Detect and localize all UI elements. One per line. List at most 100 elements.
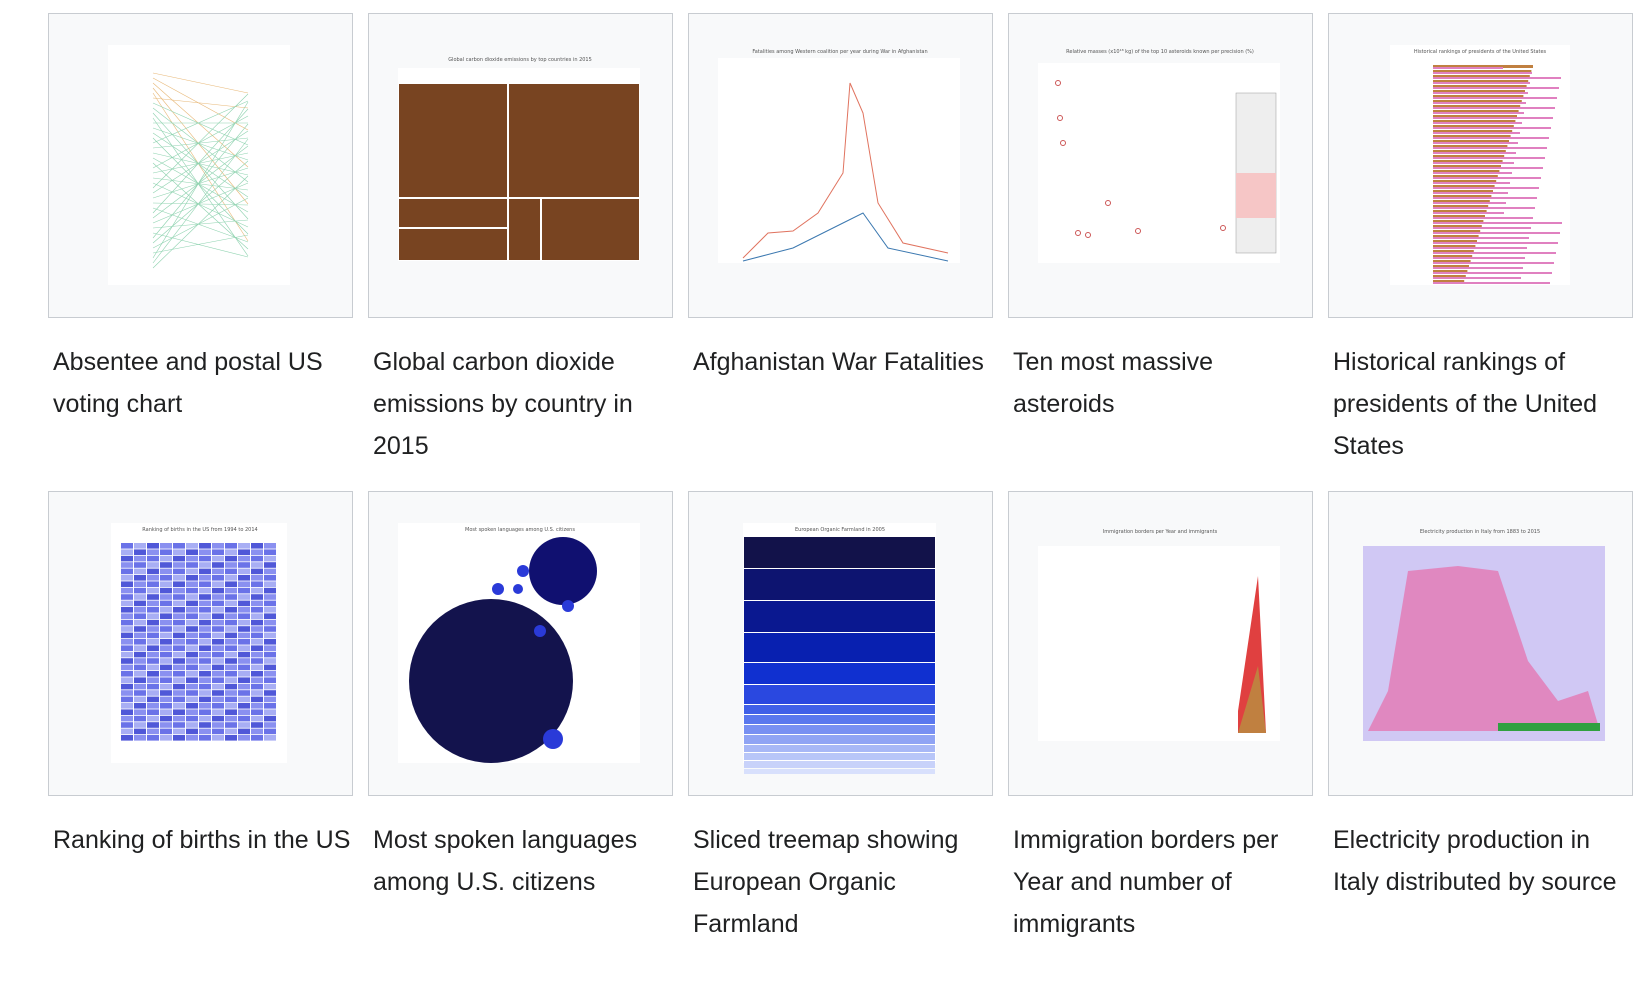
thumb-shape xyxy=(152,101,249,259)
thumb-shape xyxy=(134,735,146,741)
thumb-shape xyxy=(1433,105,1521,108)
thumb-shape xyxy=(173,549,185,555)
thumb-shape xyxy=(1433,255,1473,258)
thumb-shape xyxy=(225,587,237,594)
thumb-shape xyxy=(251,671,263,677)
thumb-shape xyxy=(264,735,276,741)
caption[interactable]: Global carbon dioxide emissions by count… xyxy=(373,348,633,460)
thumb-shape xyxy=(225,600,237,607)
thumb-shape xyxy=(1433,145,1508,148)
thumb-shape xyxy=(225,594,237,600)
thumb-shape xyxy=(121,728,133,735)
caption[interactable]: Historical rankings of presidents of the… xyxy=(1333,348,1598,460)
thumb-shape xyxy=(1433,135,1511,138)
thumb-shape xyxy=(225,549,237,555)
thumb-shape xyxy=(238,587,250,594)
thumb-shape xyxy=(534,625,546,637)
gallery-card[interactable]: Ranking of births in the US from 1994 to… xyxy=(48,491,353,796)
thumb-shape xyxy=(1433,155,1505,158)
caption[interactable]: Ranking of births in the US xyxy=(53,826,351,854)
thumb-shape xyxy=(1433,127,1551,129)
thumb-shape xyxy=(264,639,276,645)
thumb-shape xyxy=(1433,177,1541,179)
thumb-shape xyxy=(1433,245,1476,248)
thumb-shape xyxy=(199,677,211,683)
thumb-shape xyxy=(134,632,146,639)
thumb-shape xyxy=(134,696,146,703)
thumb-shape xyxy=(186,658,198,664)
gallery-card[interactable]: Historical rankings of presidents of the… xyxy=(1328,13,1633,318)
thumb-shape xyxy=(251,600,263,607)
thumb-shape xyxy=(238,735,250,741)
caption[interactable]: Ten most massive asteroids xyxy=(1013,348,1214,418)
thumb-shape xyxy=(251,607,263,613)
thumb-shape xyxy=(225,651,237,658)
thumb-shape xyxy=(147,639,159,645)
thumb-shape xyxy=(742,212,949,262)
thumb-shape xyxy=(264,722,276,728)
thumb-shape xyxy=(264,568,276,575)
thumb-shape xyxy=(238,626,250,632)
thumb-shape xyxy=(121,607,133,613)
thumb-shape xyxy=(147,651,159,658)
gallery-card[interactable] xyxy=(48,13,353,318)
thumb-shape xyxy=(251,594,263,600)
thumb-shape xyxy=(744,633,935,662)
thumb-shape xyxy=(147,645,159,651)
thumb-shape xyxy=(1433,280,1465,283)
thumb-shape xyxy=(718,58,960,263)
gallery-card[interactable]: Relative masses (x10¹⁸ kg) of the top 10… xyxy=(1008,13,1313,318)
thumb-shape xyxy=(121,645,133,651)
thumb-shape xyxy=(225,715,237,722)
thumb-shape xyxy=(238,632,250,639)
thumb-shape xyxy=(160,696,172,703)
thumb-shape xyxy=(173,696,185,703)
thumb-shape xyxy=(121,703,133,709)
thumb-shape xyxy=(225,639,237,645)
caption[interactable]: Absentee and postal US voting chart xyxy=(53,348,323,418)
thumb-shape xyxy=(160,709,172,715)
gallery-card[interactable]: Global carbon dioxide emissions by top c… xyxy=(368,13,673,318)
caption[interactable]: Sliced treemap showing European Organic … xyxy=(693,826,959,938)
thumb-shape xyxy=(199,671,211,677)
thumb-shape xyxy=(1433,230,1481,233)
thumb-shape xyxy=(186,728,198,735)
thumb-shape xyxy=(152,72,249,94)
gallery-card[interactable]: Electricity production in Italy from 188… xyxy=(1328,491,1633,796)
thumb-shape xyxy=(212,562,224,568)
caption[interactable]: Most spoken languages among U.S. citizen… xyxy=(373,826,638,896)
thumb-shape xyxy=(251,639,263,645)
thumb-title: Immigration borders per Year and immigra… xyxy=(1103,529,1218,535)
thumb-shape xyxy=(186,709,198,715)
thumb-shape xyxy=(199,555,211,562)
thumb-shape xyxy=(173,626,185,632)
thumb-shape xyxy=(1433,115,1517,118)
caption[interactable]: Immigration borders per Year and number … xyxy=(1013,826,1279,938)
caption[interactable]: Electricity production in Italy distribu… xyxy=(1333,826,1617,896)
thumb-shape xyxy=(1433,265,1469,268)
thumb-shape xyxy=(152,138,249,264)
thumb-shape xyxy=(212,722,224,728)
gallery-card[interactable]: Most spoken languages among U.S. citizen… xyxy=(368,491,673,796)
thumb-shape xyxy=(1433,112,1524,114)
thumb-shape xyxy=(152,157,249,213)
gallery-card[interactable]: Fatalities among Western coalition per y… xyxy=(688,13,993,318)
thumb-shape xyxy=(147,658,159,664)
thumb-shape xyxy=(147,600,159,607)
thumb-title: Global carbon dioxide emissions by top c… xyxy=(448,57,592,63)
thumb-shape xyxy=(152,117,249,257)
thumb-shape xyxy=(134,549,146,555)
thumb-shape xyxy=(152,137,249,235)
caption[interactable]: Afghanistan War Fatalities xyxy=(693,348,984,376)
thumb-shape xyxy=(1433,120,1516,123)
gallery-card[interactable]: European Organic Farmland in 2005 xyxy=(688,491,993,796)
thumb-shape xyxy=(134,581,146,587)
thumb-shape xyxy=(562,600,574,612)
thumb-shape xyxy=(225,613,237,619)
thumb-shape xyxy=(173,703,185,709)
thumb-shape xyxy=(121,587,133,594)
gallery-card[interactable]: Immigration borders per Year and immigra… xyxy=(1008,491,1313,796)
thumb-shape xyxy=(1433,137,1549,139)
thumb-shape xyxy=(134,600,146,607)
thumb-title: Fatalities among Western coalition per y… xyxy=(752,49,927,55)
